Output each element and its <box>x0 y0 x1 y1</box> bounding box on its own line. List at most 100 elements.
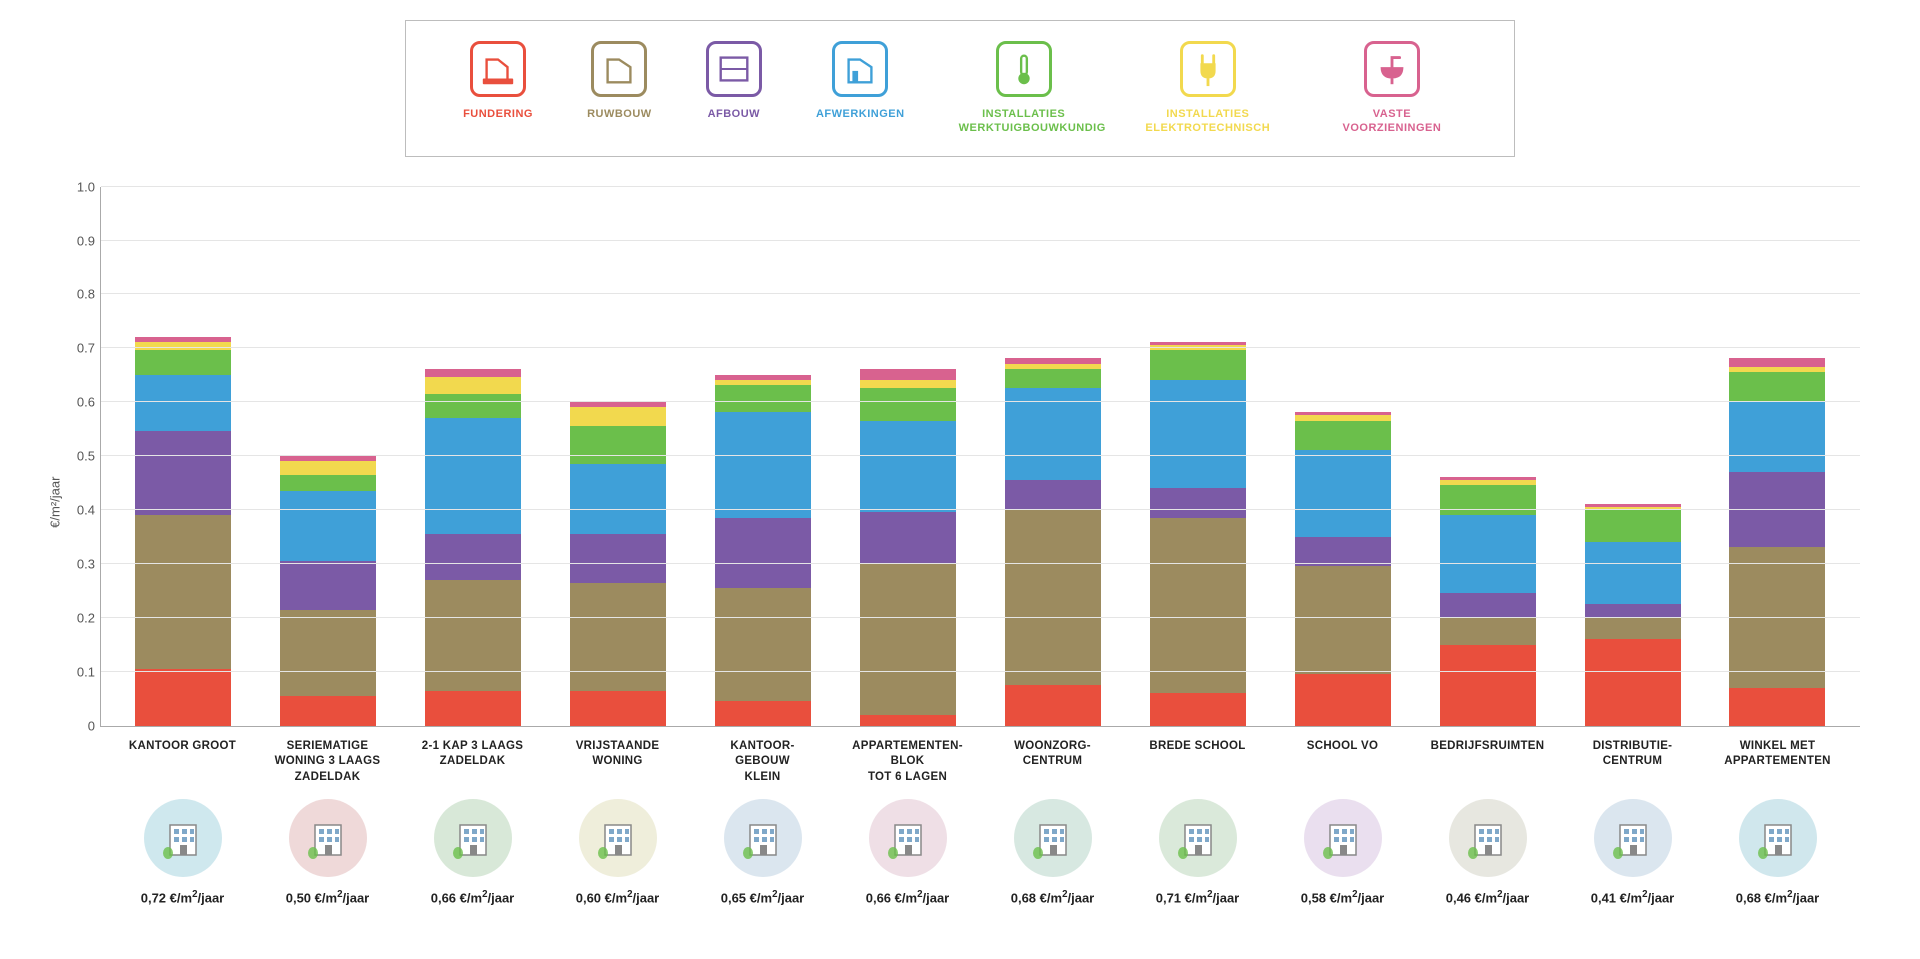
bar-segment-afbouw <box>425 534 521 580</box>
building-icon <box>1449 799 1527 877</box>
total-label: 0,58 €/m2/jaar <box>1278 889 1408 905</box>
y-tick-label: 0.5 <box>61 449 95 464</box>
gridline <box>101 617 1860 618</box>
bar <box>1585 504 1681 725</box>
bar-segment-ruwbouw <box>135 515 231 669</box>
bar-segment-ruwbouw <box>1005 510 1101 686</box>
bar-segment-inst_elektro <box>570 407 666 426</box>
legend-item-inst_elektro: INSTALLATIES ELEKTROTECHNISCH <box>1143 41 1273 136</box>
gridline <box>101 671 1860 672</box>
bar-segment-afwerkingen <box>715 412 811 517</box>
y-tick-label: 0.2 <box>61 610 95 625</box>
bar-segment-inst_werktuig <box>715 385 811 412</box>
bar-segment-fundering <box>1295 674 1391 725</box>
bar-segment-afbouw <box>135 431 231 515</box>
plot-area: 00.10.20.30.40.50.60.70.80.91.0 <box>100 187 1860 727</box>
bar-segment-fundering <box>1440 645 1536 726</box>
legend-label: RUWBOUW <box>587 107 652 121</box>
total-label: 0,41 €/m2/jaar <box>1568 889 1698 905</box>
bar-segment-fundering <box>135 669 231 726</box>
gridline <box>101 347 1860 348</box>
building-icon <box>1304 799 1382 877</box>
gridline <box>101 563 1860 564</box>
legend-label: AFBOUW <box>708 107 761 121</box>
legend-item-fundering: FUNDERING <box>463 41 533 121</box>
bar-segment-ruwbouw <box>1150 518 1246 694</box>
bar-segment-afwerkingen <box>1150 380 1246 488</box>
bar-segment-ruwbouw <box>1440 618 1536 645</box>
bar-segment-afwerkingen <box>570 464 666 534</box>
legend-item-afbouw: AFBOUW <box>706 41 762 121</box>
bar-segment-inst_elektro <box>425 377 521 393</box>
bar-segment-inst_elektro <box>280 461 376 475</box>
building-icon <box>869 799 947 877</box>
x-label: VRIJSTAANDE WONING <box>553 739 683 786</box>
legend-label: INSTALLATIES ELEKTROTECHNISCH <box>1143 107 1273 136</box>
legend-item-vaste_voorz: VASTE VOORZIENINGEN <box>1327 41 1457 136</box>
y-tick-label: 0.1 <box>61 664 95 679</box>
bar-segment-ruwbouw <box>570 583 666 691</box>
structure-icon <box>591 41 647 97</box>
bar-segment-inst_werktuig <box>1440 485 1536 515</box>
bar-segment-afwerkingen <box>280 491 376 561</box>
bar-segment-ruwbouw <box>280 610 376 696</box>
bar <box>860 369 956 725</box>
bar-segment-inst_werktuig <box>1585 510 1681 542</box>
legend-label: AFWERKINGEN <box>816 107 905 121</box>
bar-segment-inst_werktuig <box>425 394 521 418</box>
bar-segment-ruwbouw <box>1585 618 1681 640</box>
gridline <box>101 455 1860 456</box>
bar <box>1440 477 1536 725</box>
bar-segment-fundering <box>425 691 521 726</box>
bar-segment-inst_werktuig <box>1150 350 1246 380</box>
y-tick-label: 0.6 <box>61 395 95 410</box>
bar <box>280 456 376 726</box>
bar-segment-afwerkingen <box>1295 450 1391 536</box>
total-label: 0,66 €/m2/jaar <box>843 889 973 905</box>
total-label: 0,66 €/m2/jaar <box>408 889 538 905</box>
bar-segment-inst_werktuig <box>570 426 666 464</box>
total-label: 0,60 €/m2/jaar <box>553 889 683 905</box>
bar-segment-inst_werktuig <box>280 475 376 491</box>
bar-segment-ruwbouw <box>1295 566 1391 674</box>
x-label: WOONZORG-CENTRUM <box>988 739 1118 786</box>
bar <box>135 337 231 726</box>
gridline <box>101 293 1860 294</box>
total-label: 0,68 €/m2/jaar <box>1713 889 1843 905</box>
bar-segment-afbouw <box>1440 593 1536 617</box>
building-icon <box>1739 799 1817 877</box>
x-label: BREDE SCHOOL <box>1133 739 1263 786</box>
total-label: 0,50 €/m2/jaar <box>263 889 393 905</box>
y-tick-label: 1.0 <box>61 179 95 194</box>
total-label: 0,46 €/m2/jaar <box>1423 889 1553 905</box>
interior-icon <box>706 41 762 97</box>
y-tick-label: 0 <box>61 718 95 733</box>
bar-segment-fundering <box>1729 688 1825 726</box>
category-icons-row <box>100 785 1860 877</box>
legend-item-ruwbouw: RUWBOUW <box>587 41 652 121</box>
gridline <box>101 509 1860 510</box>
bar-segment-afwerkingen <box>425 418 521 534</box>
legend-item-afwerkingen: AFWERKINGEN <box>816 41 905 121</box>
building-icon <box>1594 799 1672 877</box>
bar-segment-afwerkingen <box>860 421 956 513</box>
bar-segment-vaste_voorz <box>860 369 956 380</box>
legend-label: INSTALLATIES WERKTUIGBOUWKUNDIG <box>959 107 1089 136</box>
finishing-icon <box>832 41 888 97</box>
bar-segment-fundering <box>1585 639 1681 725</box>
bar-segment-vaste_voorz <box>425 369 521 377</box>
y-tick-label: 0.7 <box>61 341 95 356</box>
x-label: DISTRIBUTIE-CENTRUM <box>1568 739 1698 786</box>
x-label: SERIEMATIGE WONING 3 LAAGS ZADELDAK <box>263 739 393 786</box>
legend-label: FUNDERING <box>463 107 533 121</box>
y-tick-label: 0.3 <box>61 556 95 571</box>
bar-segment-fundering <box>1005 685 1101 726</box>
x-label: APPARTEMENTEN-BLOKTOT 6 LAGEN <box>843 739 973 786</box>
bar <box>1295 412 1391 725</box>
bar-segment-afwerkingen <box>135 375 231 432</box>
building-icon <box>289 799 367 877</box>
total-label: 0,68 €/m2/jaar <box>988 889 1118 905</box>
bar-segment-inst_elektro <box>135 342 231 350</box>
bar-segment-fundering <box>860 715 956 726</box>
foundation-icon <box>470 41 526 97</box>
